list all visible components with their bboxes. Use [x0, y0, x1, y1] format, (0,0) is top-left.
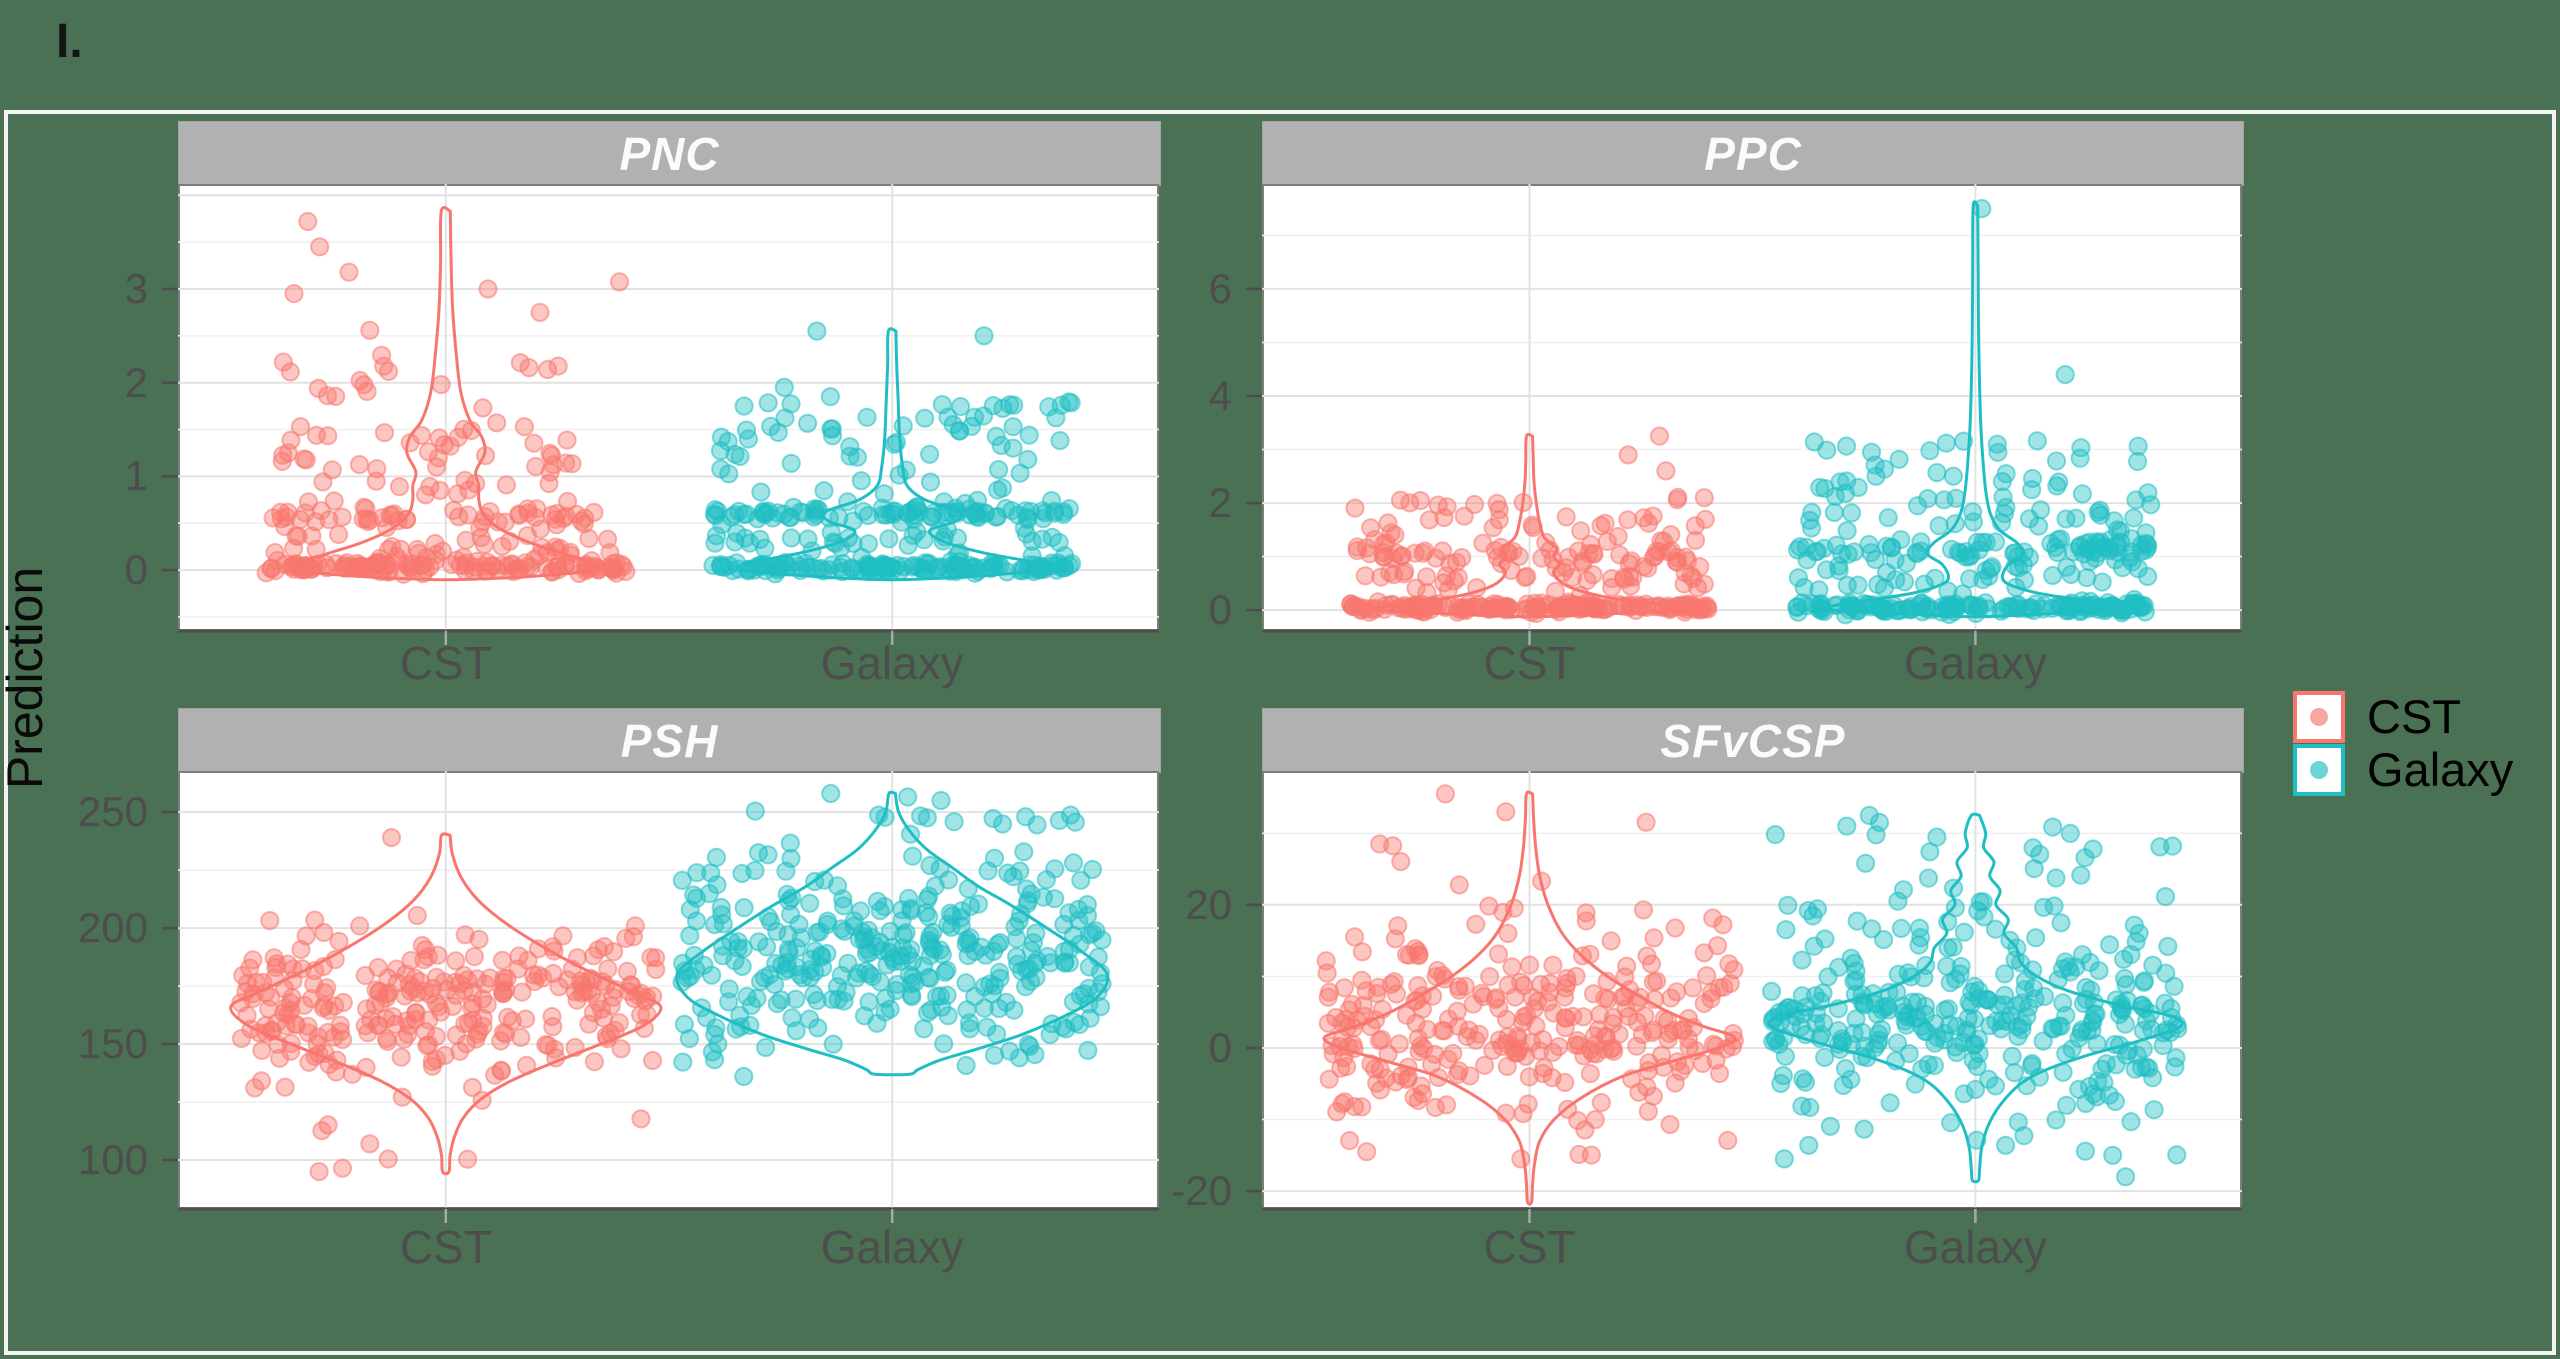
panel-canvas-pnc	[162, 184, 1159, 645]
panel-canvas-ppc	[1246, 184, 2242, 645]
points-layer-galaxy	[1787, 199, 2161, 625]
y-tick-label: 1	[124, 452, 148, 500]
legend-item-galaxy: Galaxy	[2293, 743, 2513, 796]
legend-dot-cst-icon	[2310, 707, 2328, 726]
plot-area	[178, 184, 1159, 631]
legend-key-galaxy	[2293, 743, 2345, 796]
x-category-label-cst: CST	[399, 1221, 492, 1273]
violin-outline-cst	[1322, 790, 1737, 1206]
x-category-label-cst: CST	[1483, 637, 1576, 689]
facet-strip-pnc: PNC	[178, 121, 1161, 186]
points-layer-cst	[1316, 784, 1744, 1169]
y-tick-label: 200	[77, 904, 148, 952]
legend: CST Galaxy	[2293, 690, 2513, 796]
y-tick-label: 3	[124, 264, 148, 312]
y-tick-label: 100	[77, 1136, 148, 1184]
y-tick-label: -20	[1171, 1167, 1232, 1215]
panel-index-label: I.	[56, 15, 83, 68]
plot-area	[178, 771, 1159, 1209]
violin-outline-galaxy	[1766, 812, 2184, 1184]
violin-outline-cst	[1372, 432, 1687, 619]
facet-strip-sfvcsp: SFvCSP	[1262, 708, 2244, 773]
y-tick-label: 250	[77, 788, 148, 836]
facet-strip-psh: PSH	[178, 708, 1161, 773]
points-layer-galaxy	[1761, 805, 2188, 1187]
violin-outline-galaxy	[675, 790, 1110, 1077]
y-tick-label: 20	[1185, 880, 1232, 928]
y-tick-label: 0	[124, 546, 148, 594]
legend-label-cst: CST	[2367, 690, 2461, 743]
y-tick-label: 2	[124, 358, 148, 406]
points-layer-cst	[231, 828, 666, 1182]
violin-outline-galaxy	[1820, 200, 2131, 619]
facet-title: PNC	[619, 127, 720, 180]
x-category-label-galaxy: Galaxy	[1903, 1221, 2048, 1273]
facet-title: PSH	[620, 714, 719, 767]
panel-canvas-psh	[162, 771, 1159, 1223]
x-category-label-cst: CST	[1483, 1221, 1576, 1273]
violin-outline-cst	[229, 832, 663, 1176]
violin-outline-cst	[289, 206, 602, 582]
y-tick-label: 0	[1208, 1023, 1232, 1071]
x-category-label-galaxy: Galaxy	[820, 637, 964, 689]
plot-area	[1262, 771, 2242, 1209]
figure-border-box	[4, 110, 2556, 1355]
y-tick-label: 150	[77, 1020, 148, 1068]
y-tick-label: 0	[1208, 586, 1232, 634]
violin-outline-galaxy	[735, 327, 1049, 582]
panel-canvas-sfvcsp	[1246, 771, 2242, 1223]
plot-area	[1262, 184, 2242, 631]
y-tick-label: 6	[1208, 264, 1232, 312]
x-category-label-galaxy: Galaxy	[820, 1221, 964, 1273]
legend-label-galaxy: Galaxy	[2367, 743, 2514, 796]
facet-title: SFvCSP	[1660, 714, 1846, 767]
facet-title: PPC	[1704, 127, 1802, 180]
y-tick-label: 2	[1208, 479, 1232, 527]
legend-dot-galaxy-icon	[2310, 760, 2328, 779]
y-tick-label: 4	[1208, 371, 1232, 419]
x-category-label-cst: CST	[399, 637, 492, 689]
gridlines	[1262, 184, 2242, 631]
x-category-label-galaxy: Galaxy	[1903, 637, 2048, 689]
legend-key-cst	[2293, 690, 2345, 743]
facet-strip-ppc: PPC	[1262, 121, 2244, 186]
legend-item-cst: CST	[2293, 690, 2513, 743]
